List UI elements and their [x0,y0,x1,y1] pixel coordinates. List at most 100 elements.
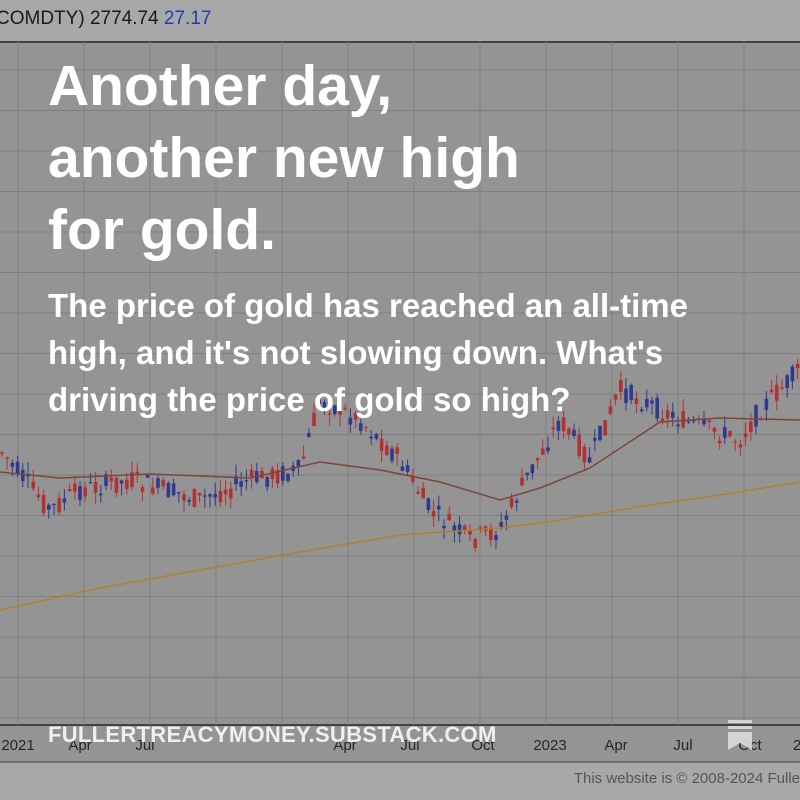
candle-body [775,384,779,401]
candle-body [364,427,368,429]
candle-body [0,452,4,454]
candle-body [104,474,108,486]
candle-body [541,448,545,455]
price: 2774.74 [89,8,159,29]
candle-body [307,433,311,438]
candle-body [135,471,139,475]
change: 27.17 [163,8,212,29]
x-axis-label: 2023 [533,737,566,754]
x-axis-label: 2 [793,737,800,754]
candle-body [156,478,160,488]
candle-body [78,486,82,501]
candle-body [780,387,784,389]
candle-body [275,470,280,484]
candle-body [395,447,399,454]
candle-body [390,448,394,461]
candle-body [520,477,524,486]
candle-body [754,405,758,427]
candle-body [634,398,639,404]
candle-body [587,457,592,463]
candle-body [218,490,223,503]
candle-body [88,482,93,484]
candle-body [619,380,623,392]
candle-body [535,457,540,461]
candle-body [790,366,795,382]
candle-body [338,401,342,415]
candle-body [239,481,243,487]
candle-body [676,424,680,427]
candle-body [125,479,129,489]
candle-body [645,398,649,408]
candle-body [785,375,789,388]
candle-body [473,538,477,549]
title: Another day, another new high for gold. [48,54,520,262]
candle-body [348,417,353,425]
candle-body [457,524,462,535]
candle-body [73,483,77,492]
candle-body [738,444,743,448]
candle-body [296,459,301,467]
candle-body [229,488,233,499]
candle-body [743,433,748,438]
candle-body [593,438,597,441]
subtitle: The price of gold has reached an all-tim… [48,287,688,418]
candle-body [177,492,181,494]
candle-body [265,476,269,487]
candle-body [374,433,379,439]
x-axis-label: Apr [604,737,627,754]
candle-body [5,457,9,459]
candle-body [728,431,732,437]
candle-body [530,464,535,474]
candle-body [764,398,769,410]
candle-body [400,466,405,471]
candle-body [312,412,316,427]
candle-body [769,389,774,393]
candle-body [52,504,56,506]
candle-body [223,489,228,495]
candle-body [671,411,675,418]
candle-body [343,407,347,410]
candle-body [31,481,35,489]
candle-body [171,483,176,496]
candle-body [515,500,519,503]
overlay [0,42,800,762]
candle-body [509,498,514,507]
candle-body [10,462,15,467]
candle-body [707,420,711,423]
candle-body [57,498,61,513]
candle-body [702,419,706,425]
candle-body [686,421,691,423]
candle-body [36,494,41,498]
candle-body [660,418,665,422]
candle-body [723,427,727,438]
candle-body [478,527,483,529]
candle-body [749,421,753,433]
candle-body [41,495,46,514]
candle-body [421,487,425,499]
candle-body [733,441,737,443]
candle-body [99,493,103,496]
candle-body [561,417,566,432]
candle-body [426,498,431,510]
candle-body [213,493,217,498]
candle-body [119,480,124,484]
candle-body [447,513,451,521]
candle-body [301,456,306,459]
candle-body [203,495,207,497]
candle-body [140,487,145,492]
candle-body [598,425,602,441]
candle-body [504,515,509,520]
candle-body [333,405,337,415]
candle-body [712,427,717,432]
candle-body [759,419,763,421]
candle-body [130,472,134,488]
candle-body [359,423,363,431]
candle-body [525,472,529,476]
candle-body [468,530,472,535]
candle-body [629,384,633,401]
chart-header: COMDTY) 2774.74 27.17 [0,8,211,30]
candle-body [208,494,212,497]
candle-body [192,489,197,507]
candle-body [166,482,171,498]
candle-body [197,492,202,496]
